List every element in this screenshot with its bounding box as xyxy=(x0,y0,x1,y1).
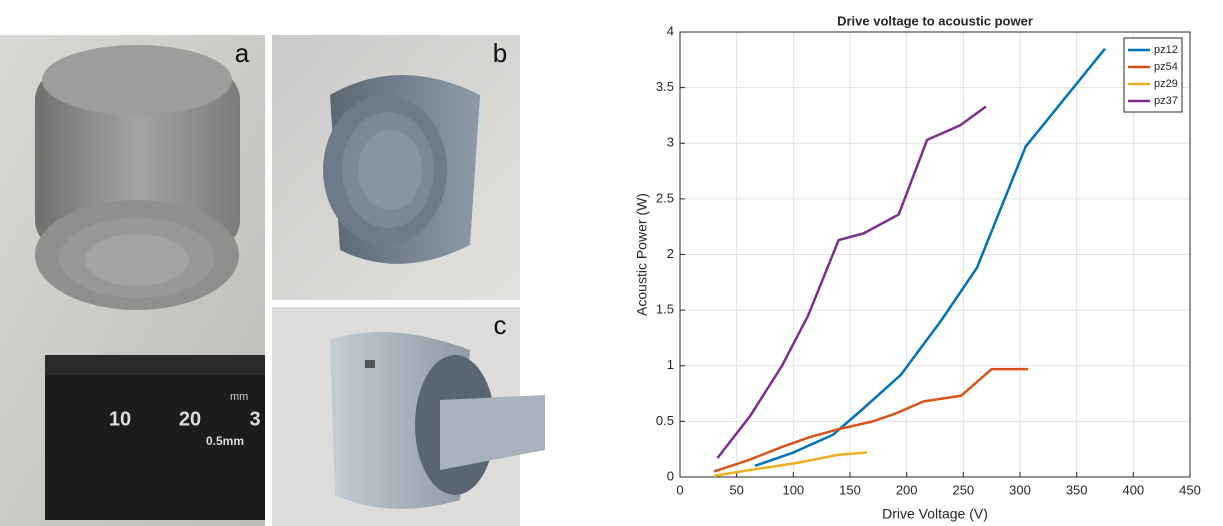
y-tick-label: 2 xyxy=(667,246,674,261)
panel-label: c xyxy=(494,310,507,340)
y-tick-label: 3 xyxy=(667,135,674,150)
x-tick-label: 400 xyxy=(1122,482,1144,497)
y-tick-label: 2.5 xyxy=(656,190,674,205)
ruler-text: 0.5mm xyxy=(206,434,244,448)
legend-label: pz37 xyxy=(1154,95,1178,107)
x-tick-label: 100 xyxy=(782,482,804,497)
legend-label: pz12 xyxy=(1154,44,1178,56)
x-axis-label: Drive Voltage (V) xyxy=(882,506,988,522)
x-tick-label: 450 xyxy=(1179,482,1201,497)
chart-title: Drive voltage to acoustic power xyxy=(837,13,1033,28)
legend-label: pz29 xyxy=(1154,78,1178,90)
panel-label: b xyxy=(493,38,507,68)
y-tick-label: 4 xyxy=(667,23,674,38)
figure: mm 10 20 3 0.5mm a b c 05010015020025030… xyxy=(0,0,1223,526)
x-tick-label: 0 xyxy=(676,482,683,497)
y-tick-label: 1.5 xyxy=(656,302,674,317)
ruler-text: 20 xyxy=(179,408,201,430)
ruler-text: 10 xyxy=(109,408,131,430)
legend-label: pz54 xyxy=(1154,61,1178,73)
x-tick-label: 250 xyxy=(952,482,974,497)
y-tick-label: 0 xyxy=(667,468,674,483)
ruler-text: mm xyxy=(230,391,248,403)
y-tick-label: 3.5 xyxy=(656,79,674,94)
y-axis-label: Acoustic Power (W) xyxy=(634,193,650,316)
y-tick-label: 0.5 xyxy=(656,413,674,428)
x-tick-label: 50 xyxy=(729,482,743,497)
photo-a: mm 10 20 3 0.5mm a xyxy=(0,35,265,526)
x-tick-label: 150 xyxy=(839,482,861,497)
photo-b: b xyxy=(272,35,520,300)
ruler-text: 3 xyxy=(249,408,260,430)
photo-c: c xyxy=(272,307,545,526)
x-tick-label: 350 xyxy=(1066,482,1088,497)
x-tick-label: 200 xyxy=(896,482,918,497)
y-tick-label: 1 xyxy=(667,357,674,372)
x-tick-label: 300 xyxy=(1009,482,1031,497)
panel-label: a xyxy=(235,38,250,68)
